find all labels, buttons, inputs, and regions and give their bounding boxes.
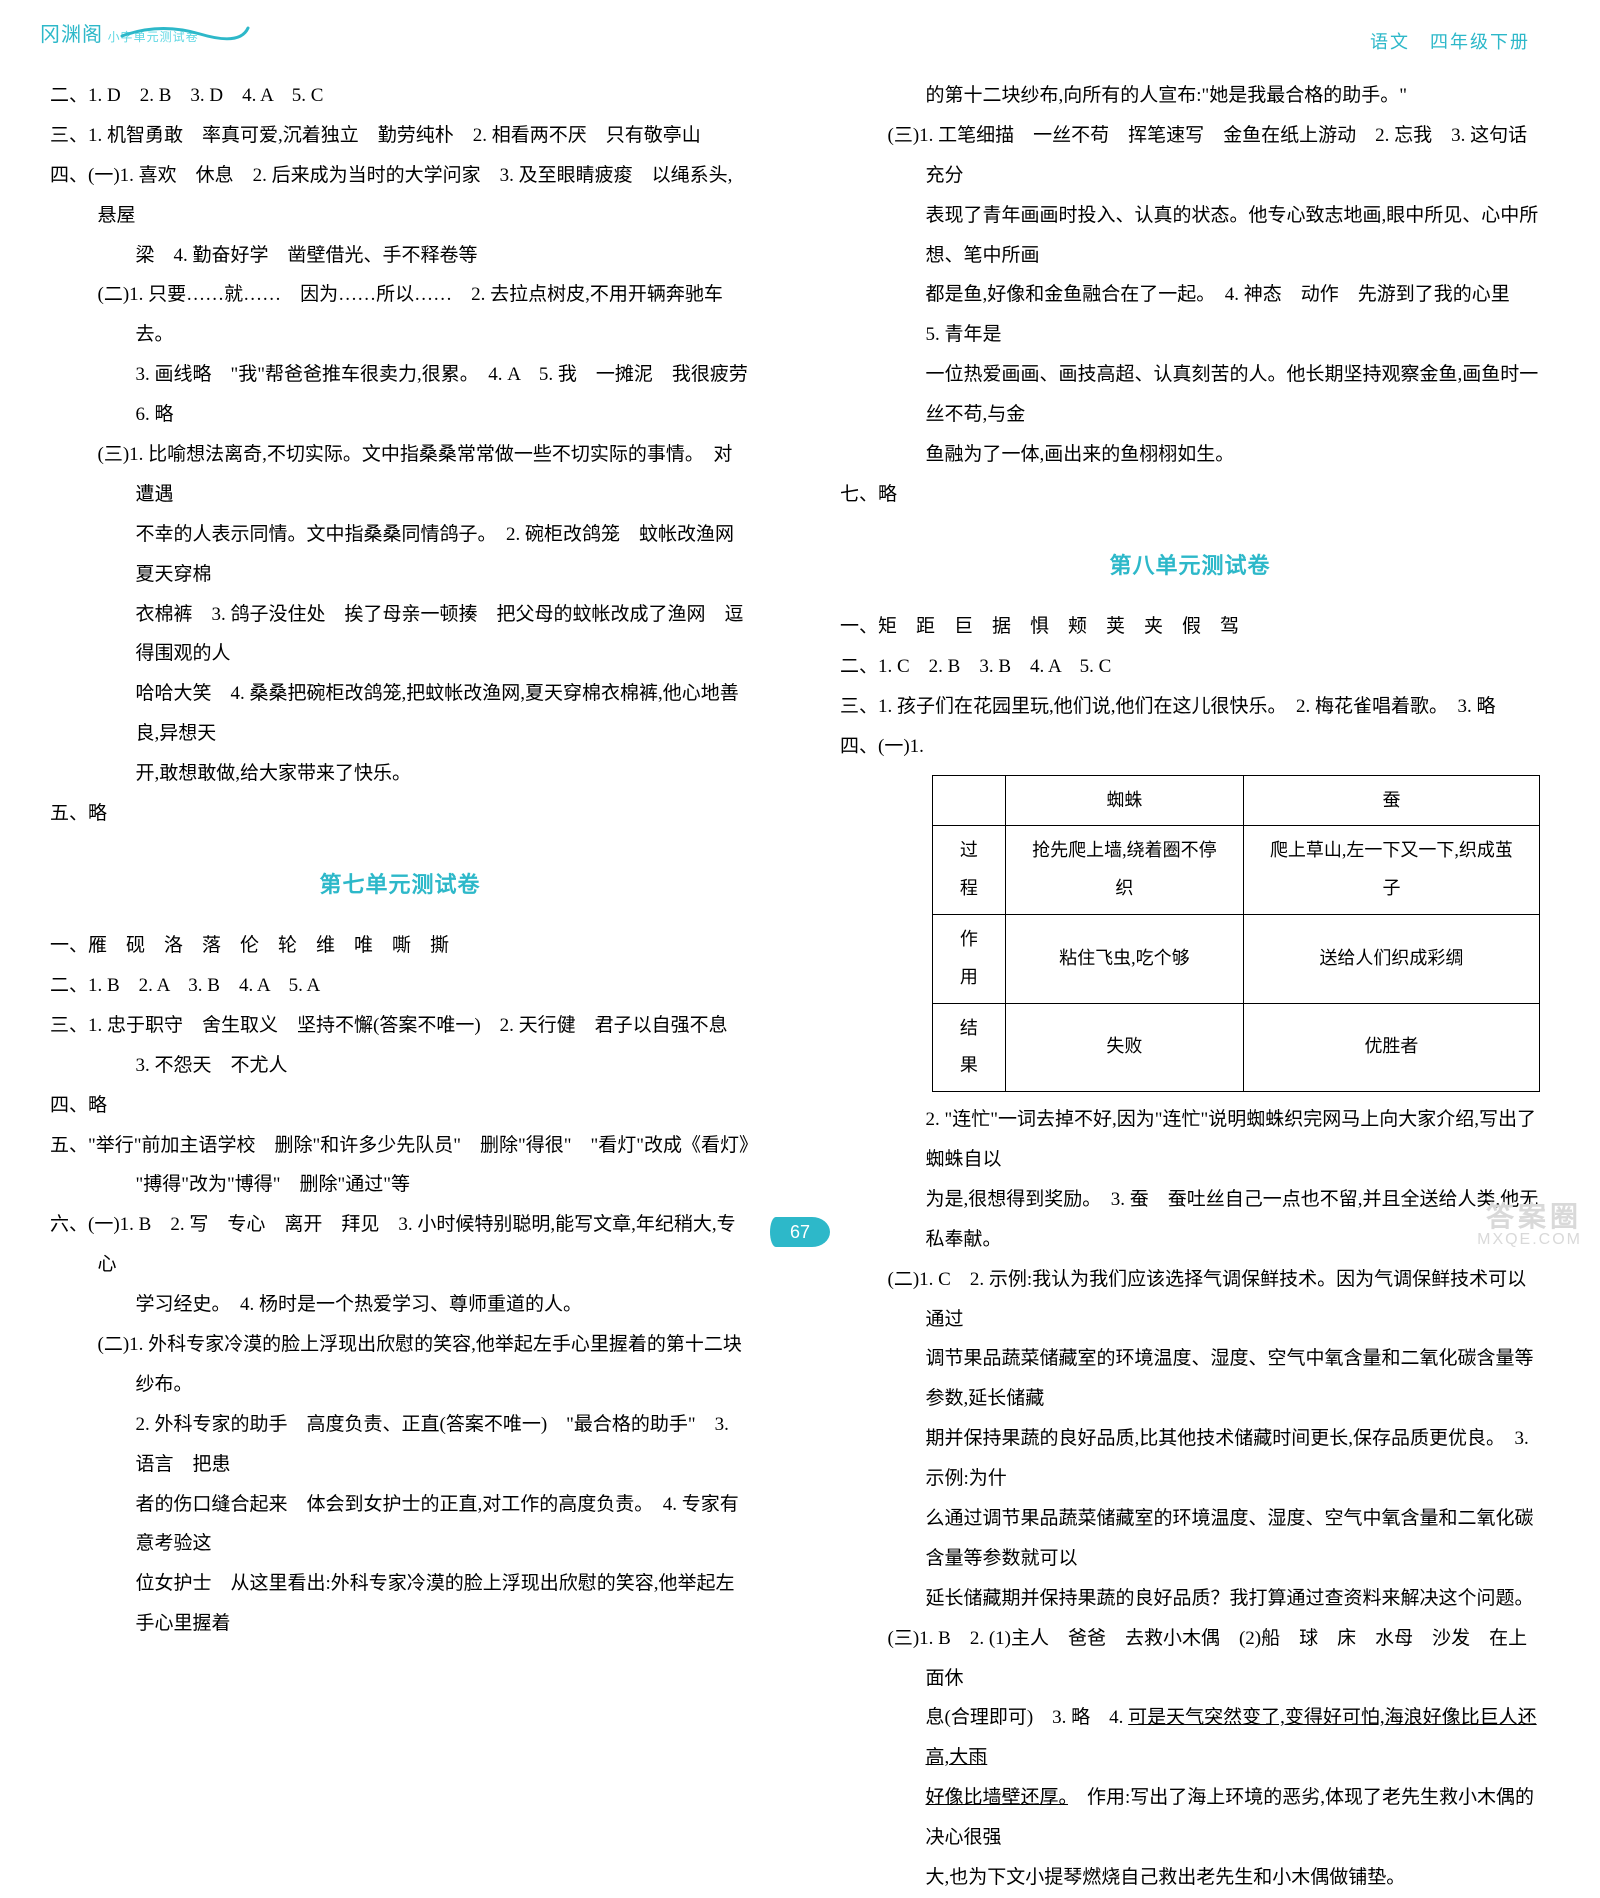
text-line: 哈哈大笑 4. 桑桑把碗柜改鸽笼,把蚊帐改渔网,夏天穿棉衣棉裤,他心地善良,异想…: [50, 674, 750, 754]
text-line: 梁 4. 勤奋好学 凿壁借光、手不释卷等: [50, 236, 750, 276]
table-header: 蜘蛛: [1005, 775, 1243, 826]
text-line: 鱼融为了一体,画出来的鱼栩栩如生。: [840, 435, 1540, 475]
left-column: 二、1. D 2. B 3. D 4. A 5. C 三、1. 机智勇敢 率真可…: [0, 0, 800, 1259]
watermark-en: MXQE.COM: [1477, 1231, 1582, 1249]
text-line: 学习经史。 4. 杨时是一个热爱学习、尊师重道的人。: [50, 1285, 750, 1325]
table-header: 蚕: [1243, 775, 1539, 826]
text-line: 息(合理即可) 3. 略 4. 可是天气突然变了,变得好可怕,海浪好像比巨人还高…: [840, 1698, 1540, 1778]
text-line: (三)1. 比喻想法离奇,不切实际。文中指桑桑常常做一些不切实际的事情。 对遭遇: [50, 435, 750, 515]
table-row: 蜘蛛 蚕: [933, 775, 1540, 826]
text-line: 四、(一)1.: [840, 727, 1540, 767]
text-line: 为是,很想得到奖励。 3. 蚕 蚕吐丝自己一点也不留,并且全送给人类,他无私奉献…: [840, 1180, 1540, 1260]
text-line: 三、1. 机智勇敢 率真可爱,沉着独立 勤劳纯朴 2. 相看两不厌 只有敬亭山: [50, 116, 750, 156]
text-line: 者的伤口缝合起来 体会到女护士的正直,对工作的高度负责。 4. 专家有意考验这: [50, 1485, 750, 1565]
table-cell: 作用: [933, 914, 1006, 1003]
text-line: 七、略: [840, 475, 1540, 515]
text-line: 一、矩 距 巨 据 惧 颊 荚 夹 假 驾: [840, 607, 1540, 647]
table-cell: 失败: [1005, 1003, 1243, 1092]
logo-text: 冈渊阁: [40, 24, 103, 46]
header-subject: 语文 四年级下册: [1370, 28, 1530, 54]
text-line: 位女护士 从这里看出:外科专家冷漠的脸上浮现出欣慰的笑容,他举起左手心里握着: [50, 1564, 750, 1644]
text-line: 四、(一)1. 喜欢 休息 2. 后来成为当时的大学问家 3. 及至眼睛疲痠 以…: [50, 156, 750, 236]
text-line: 二、1. B 2. A 3. B 4. A 5. A: [50, 966, 750, 1006]
text-line: (三)1. 工笔细描 一丝不苟 挥笔速写 金鱼在纸上游动 2. 忘我 3. 这句…: [840, 116, 1540, 196]
text-line: 表现了青年画画时投入、认真的状态。他专心致志地画,眼中所见、心中所想、笔中所画: [840, 196, 1540, 276]
text-line: 一位热爱画画、画技高超、认真刻苦的人。他长期坚持观察金鱼,画鱼时一丝不苟,与金: [840, 355, 1540, 435]
table-cell: 粘住飞虫,吃个够: [1005, 914, 1243, 1003]
table-cell: 过程: [933, 826, 1006, 915]
table-cell: 优胜者: [1243, 1003, 1539, 1092]
text-line: 一、雁 砚 洛 落 伦 轮 维 唯 嘶 撕: [50, 926, 750, 966]
table-header: [933, 775, 1006, 826]
text-line: 都是鱼,好像和金鱼融合在了一起。 4. 神态 动作 先游到了我的心里 5. 青年…: [840, 275, 1540, 355]
text-line: (二)1. 只要……就…… 因为……所以…… 2. 去拉点树皮,不用开辆奔驰车去…: [50, 275, 750, 355]
table-row: 作用 粘住飞虫,吃个够 送给人们织成彩绸: [933, 914, 1540, 1003]
text-line: 3. 不怨天 不尤人: [50, 1046, 750, 1086]
text-line: 衣棉裤 3. 鸽子没住处 挨了母亲一顿揍 把父母的蚊帐改成了渔网 逗得围观的人: [50, 595, 750, 675]
text-line: 调节果品蔬菜储藏室的环境温度、湿度、空气中氧含量和二氧化碳含量等参数,延长储藏: [840, 1339, 1540, 1419]
page-columns: 二、1. D 2. B 3. D 4. A 5. C 三、1. 机智勇敢 率真可…: [0, 0, 1600, 1259]
text-line: 么通过调节果品蔬菜储藏室的环境温度、湿度、空气中氧含量和二氧化碳含量等参数就可以: [840, 1499, 1540, 1579]
comparison-table: 蜘蛛 蚕 过程 抢先爬上墙,绕着圈不停织 爬上草山,左一下又一下,织成茧子 作用…: [932, 775, 1540, 1093]
right-column: 的第十二块纱布,向所有的人宣布:"她是我最合格的助手。" (三)1. 工笔细描 …: [800, 0, 1600, 1259]
text-line: 二、1. D 2. B 3. D 4. A 5. C: [50, 76, 750, 116]
table-row: 过程 抢先爬上墙,绕着圈不停织 爬上草山,左一下又一下,织成茧子: [933, 826, 1540, 915]
table-cell: 送给人们织成彩绸: [1243, 914, 1539, 1003]
text-span: 息(合理即可) 3. 略 4.: [926, 1707, 1129, 1728]
text-line: 3. 画线略 "我"帮爸爸推车很卖力,很累。 4. A 5. 我 一摊泥 我很疲…: [50, 355, 750, 435]
text-line: 2. 外科专家的助手 高度负责、正直(答案不唯一) "最合格的助手" 3. 语言…: [50, 1405, 750, 1485]
text-line: 好像比墙壁还厚。 作用:写出了海上环境的恶劣,体现了老先生救小木偶的决心很强: [840, 1778, 1540, 1858]
text-line: 五、略: [50, 794, 750, 834]
text-line: 开,敢想敢做,给大家带来了快乐。: [50, 754, 750, 794]
logo-sub: 小字单元测试卷: [108, 30, 199, 44]
watermark-cn: 答案圈: [1477, 1195, 1582, 1235]
page-number: 67: [770, 1217, 830, 1247]
section-title-unit7: 第七单元测试卷: [50, 862, 750, 908]
text-line: 三、1. 孩子们在花园里玩,他们说,他们在这儿很快乐。 2. 梅花雀唱着歌。 3…: [840, 687, 1540, 727]
text-line: "搏得"改为"博得" 删除"通过"等: [50, 1165, 750, 1205]
text-line: (三)1. B 2. (1)主人 爸爸 去救小木偶 (2)船 球 床 水母 沙发…: [840, 1619, 1540, 1699]
table-cell: 结果: [933, 1003, 1006, 1092]
table-cell: 爬上草山,左一下又一下,织成茧子: [1243, 826, 1539, 915]
watermark: 答案圈 MXQE.COM: [1477, 1195, 1582, 1249]
section-title-unit8: 第八单元测试卷: [840, 543, 1540, 589]
text-line: 三、1. 忠于职守 舍生取义 坚持不懈(答案不唯一) 2. 天行健 君子以自强不…: [50, 1006, 750, 1046]
table-row: 结果 失败 优胜者: [933, 1003, 1540, 1092]
text-line: 四、略: [50, 1086, 750, 1126]
text-line: 的第十二块纱布,向所有的人宣布:"她是我最合格的助手。": [840, 76, 1540, 116]
text-line: 六、(一)1. B 2. 写 专心 离开 拜见 3. 小时候特别聪明,能写文章,…: [50, 1205, 750, 1285]
text-line: 不幸的人表示同情。文中指桑桑同情鸽子。 2. 碗柜改鸽笼 蚊帐改渔网 夏天穿棉: [50, 515, 750, 595]
text-line: (二)1. C 2. 示例:我认为我们应该选择气调保鲜技术。因为气调保鲜技术可以…: [840, 1260, 1540, 1340]
text-line: (二)1. 外科专家冷漠的脸上浮现出欣慰的笑容,他举起左手心里握着的第十二块纱布…: [50, 1325, 750, 1405]
table-cell: 抢先爬上墙,绕着圈不停织: [1005, 826, 1243, 915]
text-line: 延长储藏期并保持果蔬的良好品质？我打算通过查资料来解决这个问题。: [840, 1579, 1540, 1619]
text-line: 二、1. C 2. B 3. B 4. A 5. C: [840, 647, 1540, 687]
header-logo: 冈渊阁 小字单元测试卷: [40, 18, 199, 47]
text-line: 五、"举行"前加主语学校 删除"和许多少先队员" 删除"得很" "看灯"改成《看…: [50, 1126, 750, 1166]
text-line: 期并保持果蔬的良好品质,比其他技术储藏时间更长,保存品质更优良。 3. 示例:为…: [840, 1419, 1540, 1499]
text-line: 2. "连忙"一词去掉不好,因为"连忙"说明蜘蛛织完网马上向大家介绍,写出了蜘蛛…: [840, 1100, 1540, 1180]
text-line: 大,也为下文小提琴燃烧自己救出老先生和小木偶做铺垫。: [840, 1858, 1540, 1898]
underlined-text: 好像比墙壁还厚。: [926, 1787, 1069, 1808]
